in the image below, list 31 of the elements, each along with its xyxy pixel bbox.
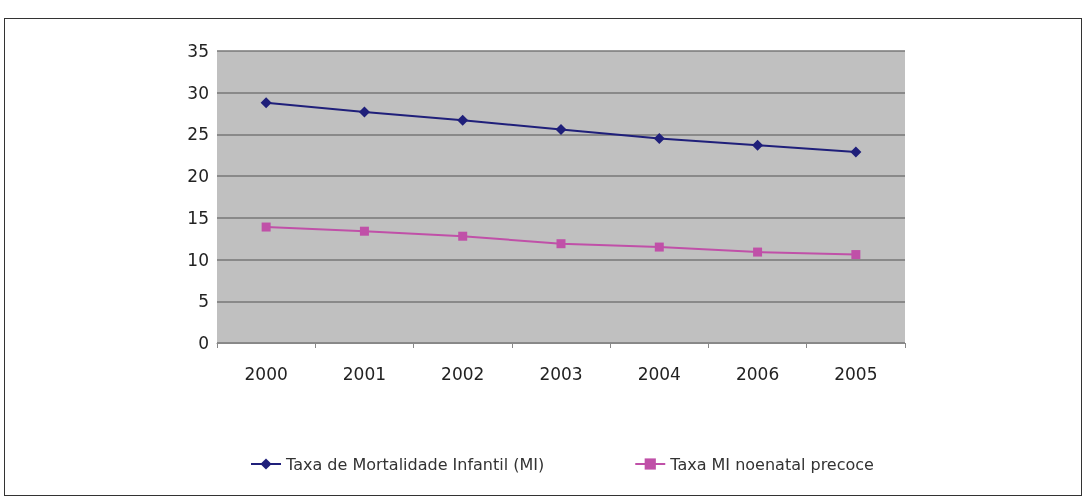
point <box>457 114 469 126</box>
y-tick-label: 25 <box>187 124 209 145</box>
point <box>851 250 861 260</box>
legend-label: Taxa MI noenatal precoce <box>669 454 874 474</box>
point <box>654 242 664 252</box>
point <box>556 239 566 249</box>
y-tick-label: 15 <box>187 207 209 228</box>
point <box>653 133 665 145</box>
y-tick-label: 0 <box>198 333 209 353</box>
point <box>850 146 862 158</box>
x-tick-label: 2006 <box>735 363 780 384</box>
point <box>260 97 272 109</box>
x-tick-label: 2002 <box>441 363 485 384</box>
point <box>753 247 763 257</box>
x-tick-label: 2004 <box>637 363 681 384</box>
legend-label: Taxa de Mortalidade Infantil (MI) <box>285 454 545 474</box>
x-tick-label: 2003 <box>539 363 583 384</box>
point <box>359 226 369 236</box>
y-tick-label: 30 <box>187 82 209 103</box>
y-tick-label: 10 <box>187 249 209 270</box>
y-tick-label: 5 <box>198 291 209 312</box>
x-tick-label: 2001 <box>342 363 387 384</box>
point <box>261 222 271 232</box>
y-tick-label: 35 <box>187 41 209 61</box>
point <box>458 231 468 241</box>
y-tick-label: 20 <box>187 166 209 187</box>
x-tick-label: 2000 <box>244 363 288 384</box>
point <box>358 106 370 118</box>
x-tick-label: 2005 <box>834 363 878 384</box>
point <box>555 123 567 135</box>
point <box>752 139 764 151</box>
